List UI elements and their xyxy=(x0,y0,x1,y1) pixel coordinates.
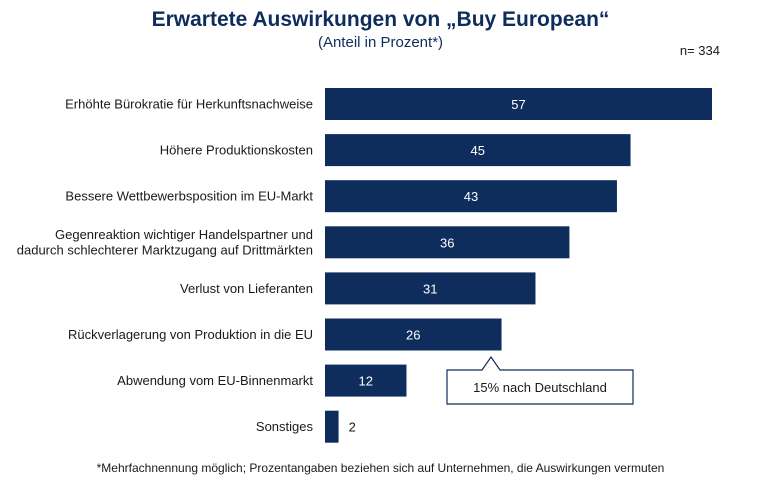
category-label-line: Sonstiges xyxy=(256,419,314,434)
sample-size-label: n= 334 xyxy=(679,43,720,58)
chart-subtitle: (Anteil in Prozent*) xyxy=(317,34,444,51)
bars-layer: Erhöhte Bürokratie für Herkunftsnachweis… xyxy=(17,88,712,443)
chart-title: Erwartete Auswirkungen von „Buy European… xyxy=(151,8,610,31)
bar xyxy=(325,410,339,443)
category-label: Bessere Wettbewerbsposition im EU-Markt xyxy=(65,189,313,204)
bar-value-label: 43 xyxy=(464,189,478,204)
bar-value-label: 57 xyxy=(511,97,525,112)
category-label-line: Verlust von Lieferanten xyxy=(180,281,313,296)
category-label-line: Rückverlagerung von Produktion in die EU xyxy=(68,327,313,342)
bar-value-label: 31 xyxy=(423,281,437,296)
footnote: *Mehrfachnennung möglich; Prozentangaben… xyxy=(96,461,665,475)
bar xyxy=(325,226,570,259)
category-label-line: dadurch schlechterer Marktzugang auf Dri… xyxy=(17,243,313,258)
bar xyxy=(325,134,631,167)
category-label-line: Gegenreaktion wichtiger Handelspartner u… xyxy=(55,227,313,242)
bar-value-label: 12 xyxy=(359,374,373,389)
category-label: Sonstiges xyxy=(256,419,314,434)
category-label-line: Erhöhte Bürokratie für Herkunftsnachweis… xyxy=(65,97,313,112)
category-label: Rückverlagerung von Produktion in die EU xyxy=(68,327,313,342)
category-label-line: Bessere Wettbewerbsposition im EU-Markt xyxy=(65,189,313,204)
bar xyxy=(325,318,502,351)
bar xyxy=(325,88,712,120)
category-label-line: Höhere Produktionskosten xyxy=(160,143,313,158)
category-label: Höhere Produktionskosten xyxy=(160,143,313,158)
category-label-line: Abwendung vom EU-Binnenmarkt xyxy=(117,373,313,388)
bar xyxy=(325,180,617,213)
callout: 15% nach Deutschland xyxy=(446,355,634,405)
bar-value-label: 36 xyxy=(440,235,454,250)
bar xyxy=(325,364,407,397)
callout-box xyxy=(446,355,634,405)
callout-text: 15% nach Deutschland xyxy=(473,380,607,395)
bar-value-label: 2 xyxy=(349,420,356,435)
bar-value-label: 26 xyxy=(406,328,420,343)
category-label: Erhöhte Bürokratie für Herkunftsnachweis… xyxy=(65,97,313,112)
bar xyxy=(325,272,536,305)
category-label: Verlust von Lieferanten xyxy=(180,281,313,296)
category-label: Abwendung vom EU-Binnenmarkt xyxy=(117,373,313,388)
bar-value-label: 45 xyxy=(471,143,485,158)
category-label: Gegenreaktion wichtiger Handelspartner u… xyxy=(17,227,313,257)
